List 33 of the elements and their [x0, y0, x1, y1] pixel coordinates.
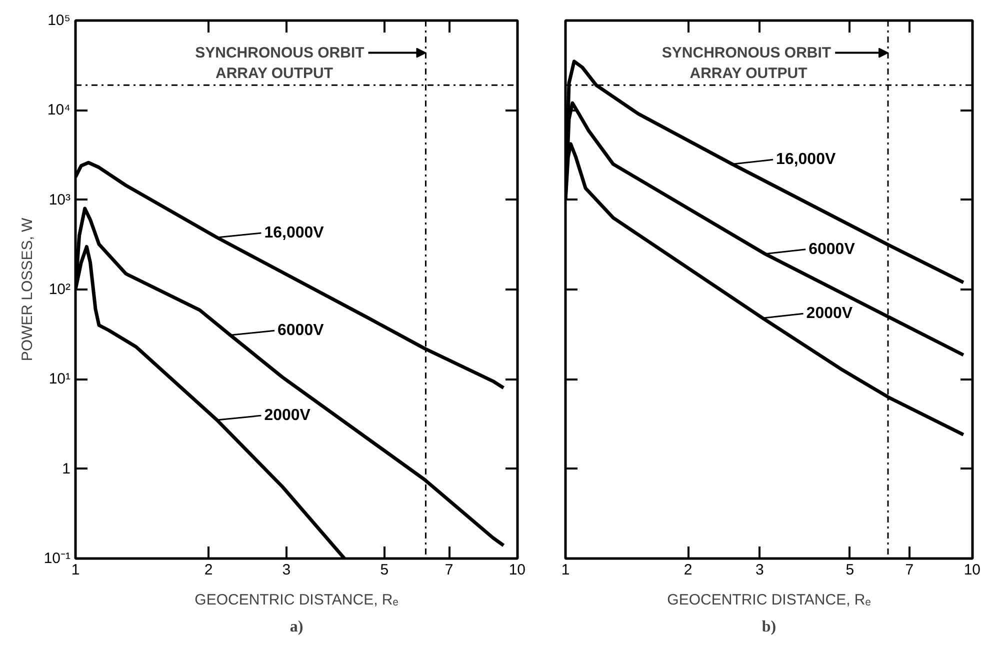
annotation: 2000V — [264, 407, 311, 424]
text: b) — [762, 618, 776, 636]
x-tick-label: 7 — [905, 562, 914, 578]
y-axis-title: POWER LOSSES, W — [18, 216, 36, 362]
annotation: 6000V — [278, 322, 324, 340]
x-tick-label: 3 — [282, 562, 291, 578]
y-tick-label: 10² — [48, 281, 71, 298]
y-tick-label: 10³ — [48, 191, 71, 208]
x-tick-label: 2 — [204, 562, 213, 578]
annotation: 16,000V — [776, 151, 836, 168]
y-tick-label: 10⁵ — [48, 12, 71, 29]
x-tick-label: 10 — [508, 562, 526, 578]
x-tick-label: 3 — [756, 562, 764, 578]
ref-line-label: SYNCHRONOUS ORBIT — [662, 44, 832, 62]
text: a) — [290, 618, 304, 636]
x-tick-label: 10 — [964, 562, 981, 578]
y-tick-label: 10⁴ — [47, 102, 71, 119]
annotation: 16,000V — [264, 224, 324, 242]
annotation: 6000V — [808, 240, 856, 258]
x-tick-label: 5 — [846, 562, 854, 578]
y-tick-label: 10⁻¹ — [44, 550, 71, 567]
ref-line-label: ARRAY OUTPUT — [690, 65, 808, 82]
x-tick-label: 1 — [561, 562, 570, 578]
x-tick-label: 5 — [380, 562, 389, 578]
x-tick-label: 7 — [444, 562, 454, 578]
x-tick-label: 2 — [684, 562, 692, 578]
ref-line-label: ARRAY OUTPUT — [216, 65, 334, 82]
x-axis-title: GEOCENTRIC DISTANCE, Rₑ — [194, 592, 399, 608]
ref-line-label: SYNCHRONOUS ORBIT — [195, 44, 364, 62]
x-axis-title: GEOCENTRIC DISTANCE, Rₑ — [667, 592, 872, 608]
y-tick-label: 10¹ — [48, 370, 71, 388]
annotation: 2000V — [806, 305, 853, 322]
y-tick-label: 1 — [62, 460, 70, 478]
